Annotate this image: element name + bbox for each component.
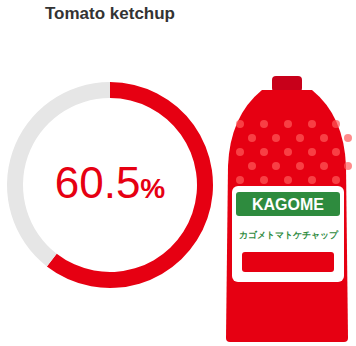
html-text:60.5%: 60.5% [54, 158, 166, 207]
svg-text:カゴメトマトケチャップ: カゴメトマトケチャップ [239, 230, 339, 240]
svg-text:KAGOME: KAGOME [252, 196, 324, 213]
html-text:Tomato ketchup: Tomato ketchup [45, 4, 175, 23]
